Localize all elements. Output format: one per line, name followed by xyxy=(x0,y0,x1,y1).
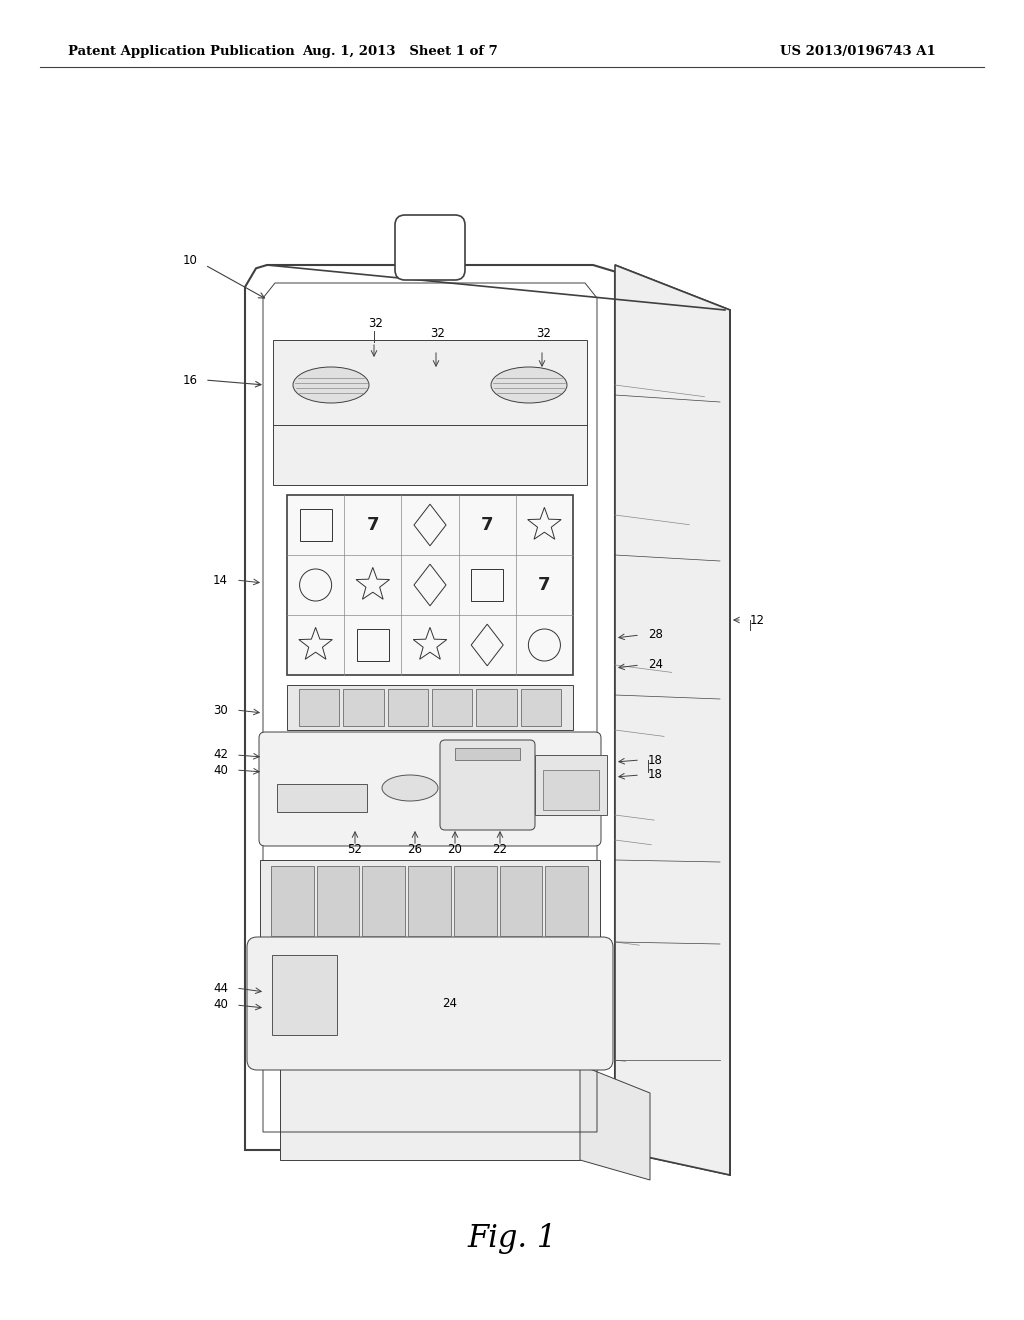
Polygon shape xyxy=(273,341,587,484)
Bar xyxy=(316,866,359,936)
Bar xyxy=(520,689,561,726)
Bar xyxy=(455,748,520,760)
Text: 20: 20 xyxy=(447,843,463,855)
Polygon shape xyxy=(615,265,730,1175)
Bar xyxy=(287,495,573,675)
Bar xyxy=(388,689,428,726)
FancyBboxPatch shape xyxy=(395,215,465,280)
Text: US 2013/0196743 A1: US 2013/0196743 A1 xyxy=(780,45,936,58)
Bar xyxy=(278,784,367,812)
Bar xyxy=(287,685,573,730)
Text: 22: 22 xyxy=(493,843,508,855)
Text: Patent Application Publication: Patent Application Publication xyxy=(68,45,295,58)
Text: 18: 18 xyxy=(648,754,663,767)
Polygon shape xyxy=(245,265,615,1150)
Bar xyxy=(343,689,384,726)
Ellipse shape xyxy=(490,367,567,403)
Bar xyxy=(454,866,497,936)
Bar xyxy=(260,861,600,942)
FancyBboxPatch shape xyxy=(440,741,535,830)
Text: 7: 7 xyxy=(539,576,551,594)
Bar xyxy=(500,866,543,936)
Text: 12: 12 xyxy=(750,614,765,627)
Text: 24: 24 xyxy=(648,659,663,672)
Text: 32: 32 xyxy=(430,327,444,341)
Text: 32: 32 xyxy=(368,317,383,330)
Text: 7: 7 xyxy=(481,516,494,535)
Bar xyxy=(356,630,389,661)
Bar xyxy=(409,866,451,936)
Bar xyxy=(362,866,406,936)
Bar xyxy=(535,755,607,814)
Text: 7: 7 xyxy=(367,516,379,535)
Polygon shape xyxy=(245,265,615,1150)
Text: 44: 44 xyxy=(213,982,228,994)
FancyBboxPatch shape xyxy=(259,733,601,846)
Text: 10: 10 xyxy=(183,253,198,267)
Text: 40: 40 xyxy=(213,998,228,1011)
Bar xyxy=(272,954,337,1035)
Bar xyxy=(546,866,588,936)
Text: 18: 18 xyxy=(648,768,663,781)
Bar xyxy=(271,866,313,936)
Text: 16: 16 xyxy=(183,374,198,387)
Bar xyxy=(300,510,332,541)
Polygon shape xyxy=(615,265,730,1175)
Bar xyxy=(432,689,472,726)
Text: 30: 30 xyxy=(213,704,228,717)
Text: 24: 24 xyxy=(442,997,458,1010)
Text: 14: 14 xyxy=(213,573,228,586)
Text: 26: 26 xyxy=(408,843,423,855)
Bar xyxy=(280,1065,580,1160)
Text: 42: 42 xyxy=(213,748,228,762)
Text: 28: 28 xyxy=(648,628,663,642)
FancyBboxPatch shape xyxy=(247,937,613,1071)
Text: Aug. 1, 2013   Sheet 1 of 7: Aug. 1, 2013 Sheet 1 of 7 xyxy=(302,45,498,58)
Text: 32: 32 xyxy=(536,327,551,341)
Ellipse shape xyxy=(293,367,369,403)
Ellipse shape xyxy=(382,775,438,801)
Bar xyxy=(476,689,517,726)
Bar xyxy=(299,689,339,726)
Text: Fig. 1: Fig. 1 xyxy=(467,1222,557,1254)
Bar xyxy=(543,770,599,810)
Text: 40: 40 xyxy=(213,763,228,776)
Text: 52: 52 xyxy=(347,843,362,855)
Bar xyxy=(471,569,503,601)
Polygon shape xyxy=(580,1065,650,1180)
